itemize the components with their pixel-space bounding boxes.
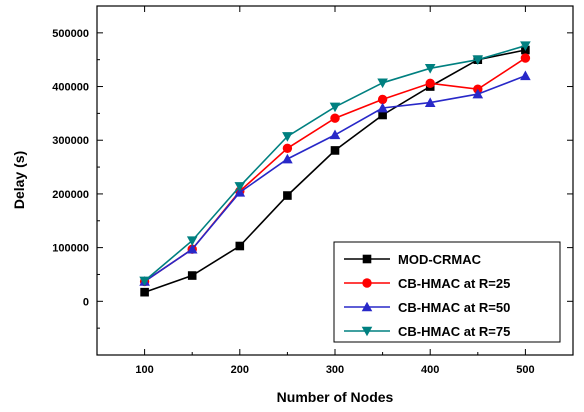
y-tick-label: 0 [83,296,89,308]
data-point [377,102,388,113]
x-axis-title: Number of Nodes [277,389,394,405]
data-point [377,78,388,89]
legend-marker [362,254,372,264]
data-point [377,94,388,105]
data-point [329,102,341,113]
x-tick-label: 200 [231,364,249,376]
data-point [472,55,484,65]
data-point [282,143,293,153]
data-point [187,271,197,280]
data-point [283,191,292,200]
data-point [330,113,340,123]
series-4 [139,41,531,287]
legend-label: MOD-CRMAC [398,252,482,267]
legend-entry: CB-HMAC at R=75 [344,324,510,339]
legend: MOD-CRMAC CB-HMAC at R=25 CB-HMAC at R=50 C… [333,241,561,343]
y-tick-label: 100000 [52,243,89,255]
data-point [186,236,198,246]
x-tick-label: 100 [135,364,153,376]
data-point [140,287,149,297]
legend-label: CB-HMAC at R=25 [398,276,510,291]
legend-entry: CB-HMAC at R=25 [344,276,510,291]
legend-entry: CB-HMAC at R=50 [344,300,510,315]
data-point [329,129,341,140]
y-tick-label: 300000 [52,135,89,147]
legend-marker [361,301,373,312]
y-axis-title: Delay (s) [11,151,27,209]
data-point [520,41,531,52]
data-point [234,187,246,197]
data-point [139,276,150,287]
x-tick-label: 400 [421,364,439,376]
legend-entry: MOD-CRMAC [344,252,482,267]
data-point [282,132,293,142]
x-tick-label: 500 [516,364,534,376]
data-point [520,70,531,81]
data-point [234,182,246,192]
legend-label: CB-HMAC at R=50 [398,300,510,315]
data-point [424,97,436,107]
data-point [425,78,435,89]
y-tick-label: 400000 [52,82,89,94]
data-point [378,110,387,120]
data-point [186,243,198,254]
data-point [330,146,340,155]
legend-label: CB-HMAC at R=75 [398,324,510,339]
data-point [424,63,436,74]
data-point [472,88,484,99]
axis-ticks: 100 200 300 400 500 0 100000 200000 300000 400000… [52,5,573,376]
data-point [520,53,531,63]
y-tick-label: 200000 [52,189,89,201]
x-tick-label: 300 [326,364,344,376]
data-point [235,241,245,251]
y-tick-label: 500000 [52,28,89,40]
legend-marker [361,326,373,337]
data-point [282,153,293,164]
legend-marker [362,278,372,288]
series-group [139,41,531,297]
